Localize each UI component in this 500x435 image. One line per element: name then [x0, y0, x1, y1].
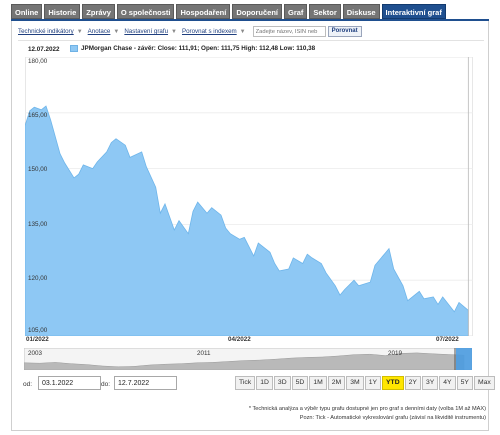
- tab-online[interactable]: Online: [11, 4, 43, 19]
- y-tick-label: 120,00: [28, 275, 48, 282]
- zoom-buttons: Tick 1D 3D 5D 1M 2M 3M 1Y YTD 2Y 3Y 4Y 5Y Max: [235, 376, 495, 390]
- dropdown-arrow-icon: ▼: [171, 28, 177, 35]
- tab-sektor[interactable]: Sektor: [309, 4, 341, 19]
- chart-date: 12.07.2022: [28, 46, 60, 53]
- zoom-button-1m[interactable]: 1M: [309, 376, 327, 390]
- y-tick-label: 150,00: [28, 166, 48, 173]
- compare-button[interactable]: Porovnat: [327, 26, 362, 37]
- y-tick-label: 165,00: [28, 112, 48, 119]
- range-navigator[interactable]: [24, 348, 472, 370]
- dropdown-arrow-icon: ▼: [76, 28, 83, 35]
- dropdown-arrow-icon: ▼: [113, 28, 120, 35]
- zoom-button-3d[interactable]: 3D: [273, 376, 291, 390]
- zoom-button-3y[interactable]: 3Y: [421, 376, 439, 390]
- navigator-year-label: 2003: [28, 350, 43, 357]
- zoom-button-1d[interactable]: 1D: [256, 376, 273, 390]
- navigator-selected-range: [456, 348, 472, 370]
- price-area: [25, 105, 469, 336]
- zoom-button-2m[interactable]: 2M: [327, 376, 346, 390]
- technical-indicators-link[interactable]: Technické indikátory: [18, 28, 74, 35]
- from-date-input[interactable]: 03.1.2022: [38, 376, 101, 390]
- tab-graf[interactable]: Graf: [284, 4, 308, 19]
- to-label: do:: [101, 381, 111, 388]
- footnotes: * Technická analýza a výběr typu grafu d…: [249, 405, 486, 422]
- x-tick-label: 01/2022: [26, 336, 49, 343]
- navigator-year-label: 2019: [388, 350, 403, 357]
- from-label: od:: [23, 381, 33, 388]
- legend-text: JPMorgan Chase - závěr: Close: 111,91; O…: [81, 45, 316, 52]
- zoom-button-3m[interactable]: 3M: [346, 376, 364, 390]
- footnote-line: * Technická analýza a výběr typu grafu d…: [248, 406, 486, 412]
- x-tick-label: 04/2022: [228, 336, 251, 343]
- tab-hospodareni[interactable]: Hospodaření: [176, 4, 231, 19]
- zoom-button-ytd[interactable]: YTD: [382, 376, 404, 390]
- content-panel: [11, 21, 489, 431]
- tab-doporuceni[interactable]: Doporučení: [232, 4, 282, 19]
- zoom-button-1y[interactable]: 1Y: [364, 376, 382, 390]
- chart-legend: JPMorgan Chase - závěr: Close: 111,91; O…: [70, 45, 315, 52]
- compare-search-input[interactable]: [252, 26, 326, 37]
- compare-index-link[interactable]: Porovnat s indexem: [181, 28, 237, 35]
- y-tick-label: 180,00: [28, 58, 48, 65]
- navigator-history-area: [24, 352, 465, 370]
- zoom-button-5y[interactable]: 5Y: [456, 376, 473, 390]
- tab-zpravy[interactable]: Zprávy: [82, 4, 115, 19]
- chart-settings-link[interactable]: Nastavení grafu: [124, 28, 169, 35]
- x-tick-label: 07/2022: [436, 336, 459, 343]
- tab-diskuse[interactable]: Diskuse: [342, 4, 380, 19]
- chart-toolbar: Technické indikátory ▼ Anotace ▼ Nastave…: [18, 25, 362, 38]
- tab-o-spolecnosti[interactable]: O společnosti: [116, 4, 175, 19]
- y-tick-label: 105,00: [28, 327, 48, 334]
- zoom-button-4y[interactable]: 4Y: [439, 376, 456, 390]
- zoom-button-max[interactable]: Max: [473, 376, 495, 390]
- toolbar-divider: [18, 40, 484, 41]
- y-tick-label: 135,00: [28, 221, 48, 228]
- zoom-button-2y[interactable]: 2Y: [404, 376, 421, 390]
- tab-underline: [11, 19, 489, 21]
- navigator-year-label: 2011: [197, 350, 211, 357]
- legend-swatch: [70, 45, 78, 52]
- price-chart[interactable]: [25, 57, 473, 336]
- dropdown-arrow-icon: ▼: [239, 28, 246, 35]
- tab-historie[interactable]: Historie: [44, 4, 81, 19]
- zoom-button-5d[interactable]: 5D: [291, 376, 309, 390]
- footnote-line: Pozn: Tick - Automatické vykreslování gr…: [299, 414, 486, 421]
- to-date-input[interactable]: 12.7.2022: [114, 376, 177, 390]
- zoom-button-tick[interactable]: Tick: [235, 376, 256, 390]
- tab-interaktivni-graf[interactable]: Interaktivní graf: [381, 4, 446, 19]
- annotations-link[interactable]: Anotace: [87, 28, 111, 35]
- tab-bar: Online Historie Zprávy O společnosti Hos…: [11, 4, 446, 19]
